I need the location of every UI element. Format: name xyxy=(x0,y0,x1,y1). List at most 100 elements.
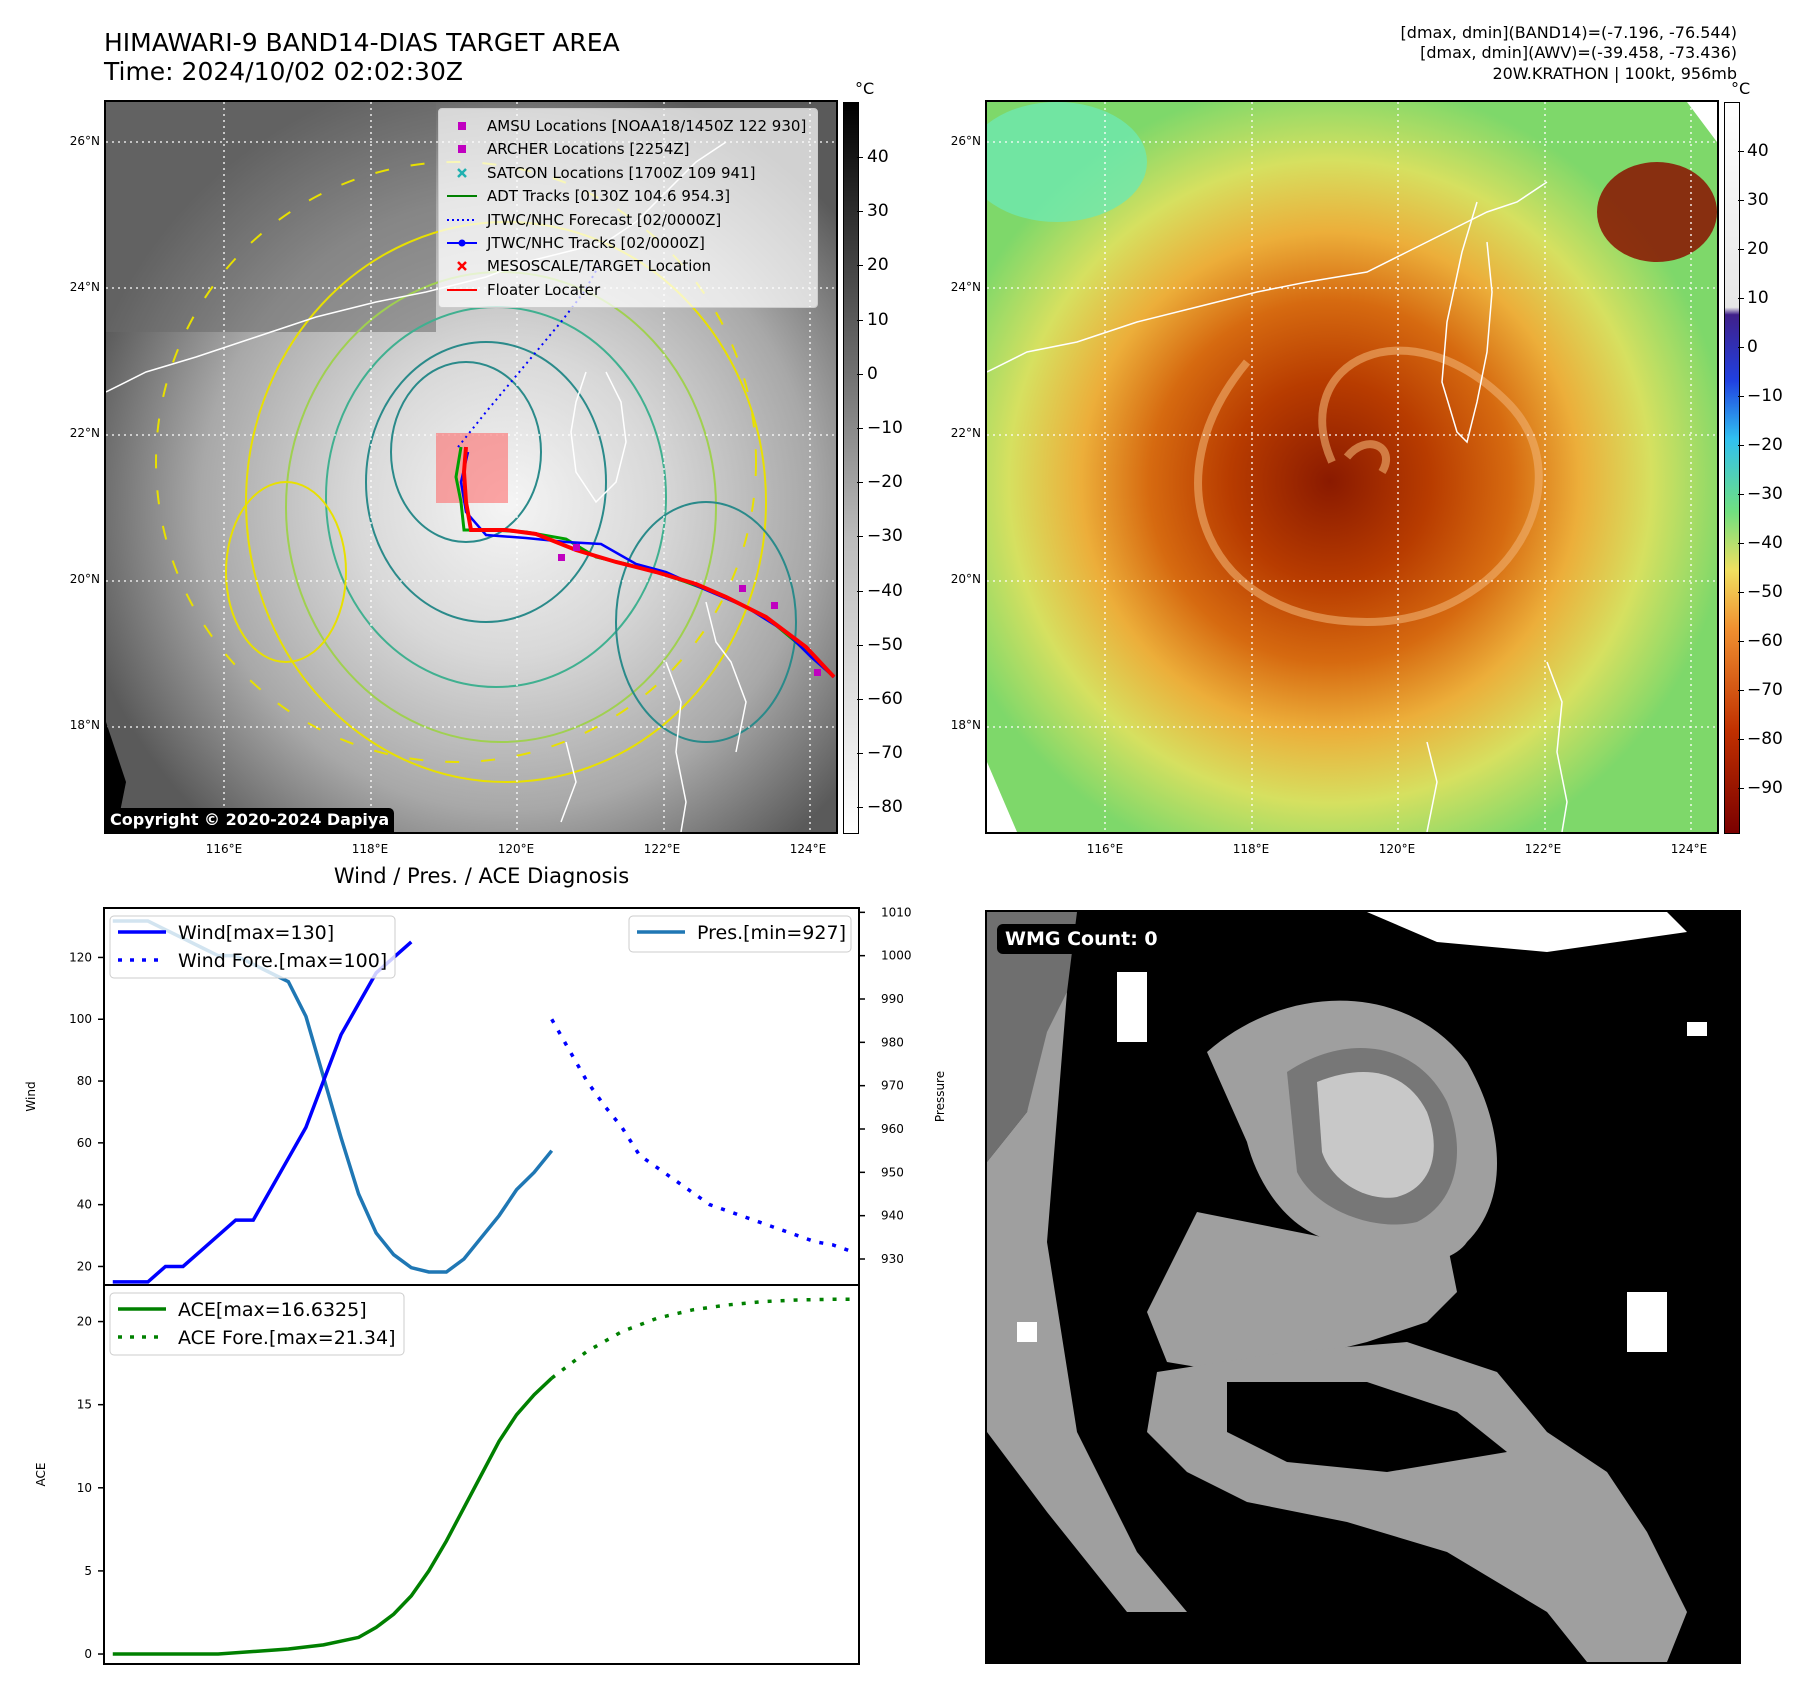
ace-tick-label: 20 xyxy=(77,1315,92,1329)
pressure-tick-label: 970 xyxy=(881,1079,904,1093)
ir-colorbar-tick-mark xyxy=(857,699,863,700)
ace-legend xyxy=(109,1292,405,1356)
copyright-label: Copyright © 2020-2024 Dapiya xyxy=(106,808,395,832)
awv-colorbar-tick: −80 xyxy=(1747,729,1783,749)
ace-tick-label: 15 xyxy=(77,1398,92,1412)
awv-map-image xyxy=(987,102,1717,832)
legend-entry: ARCHER Locations [2254Z] xyxy=(445,138,690,160)
awv-colorbar-tick-mark xyxy=(1738,347,1744,348)
page-title: HIMAWARI-9 BAND14-DIAS TARGET AREA xyxy=(104,28,620,57)
map-lon-label: 116°E xyxy=(1086,842,1124,856)
ir-colorbar-tick: −70 xyxy=(867,743,903,764)
pressure-tick-label: 950 xyxy=(881,1165,904,1179)
awv-colorbar-unit: °C xyxy=(1731,79,1751,98)
map-lat-label: 24°N xyxy=(69,280,100,294)
map-lat-label: 20°N xyxy=(69,572,100,586)
ace-frame xyxy=(103,1284,860,1665)
map-lat-label: 18°N xyxy=(69,718,100,732)
legend-marker-icon xyxy=(457,167,467,178)
wmg-image xyxy=(987,912,1739,1662)
legend-marker-icon xyxy=(458,122,466,130)
wind-tick-label: 100 xyxy=(69,1012,92,1026)
chart-legend-label: ACE Fore.[max=21.34] xyxy=(178,1327,396,1349)
ir-colorbar xyxy=(843,102,859,834)
legend-entry: AMSU Locations [NOAA18/1450Z 122 930] xyxy=(445,115,806,137)
wind-tick-label: 40 xyxy=(77,1198,92,1212)
legend-entry: Floater Locater xyxy=(445,279,600,301)
wind-line xyxy=(112,940,413,1284)
wmg-count-label: WMG Count: 0 xyxy=(997,924,1166,954)
legend-marker-icon xyxy=(447,218,477,221)
ir-colorbar-tick-mark xyxy=(857,157,863,158)
ir-colorbar-tick-mark xyxy=(857,319,863,321)
legend-entry-label: JTWC/NHC Tracks [02/0000Z] xyxy=(487,234,705,252)
ir-colorbar-tick: 20 xyxy=(867,255,889,276)
awv-map-panel xyxy=(985,100,1719,834)
pressure-tick-label: 1000 xyxy=(881,949,912,963)
ir-colorbar-tick: 40 xyxy=(867,147,889,167)
chart-legend-label: Wind Fore.[max=100] xyxy=(178,950,387,972)
map-lon-label: 116°E xyxy=(205,842,243,856)
wind-tick-label: 20 xyxy=(77,1259,92,1273)
awv-colorbar-tick-mark xyxy=(1738,543,1744,544)
legend-entry-label: ARCHER Locations [2254Z] xyxy=(487,140,690,159)
wind-axis-label: Wind xyxy=(24,1081,38,1111)
info-awv-range: [dmax, dmin](AWV)=(-39.458, -73.436) xyxy=(1420,43,1737,62)
ir-colorbar-tick: 10 xyxy=(867,309,889,330)
map-lat-label: 26°N xyxy=(950,134,981,148)
ir-colorbar-tick-mark xyxy=(857,482,863,484)
ir-colorbar-tick-mark xyxy=(857,753,863,755)
legend-entry: JTWC/NHC Tracks [02/0000Z] xyxy=(445,232,705,254)
awv-colorbar-tick: −70 xyxy=(1747,680,1783,700)
legend-marker-icon xyxy=(447,239,477,247)
awv-colorbar-tick: 10 xyxy=(1747,288,1769,308)
ace-forecast-line xyxy=(550,1297,851,1380)
ace-line xyxy=(112,1376,553,1656)
awv-colorbar-tick: 30 xyxy=(1747,190,1769,210)
wmg-panel: WMG Count: 0 xyxy=(985,910,1741,1664)
legend-entry: SATCON Locations [1700Z 109 941] xyxy=(445,162,755,184)
wind-forecast-line xyxy=(550,1018,851,1253)
pressure-tick-label: 940 xyxy=(881,1209,904,1223)
ir-colorbar-tick-mark xyxy=(857,211,863,213)
map-lon-label: 124°E xyxy=(789,842,827,856)
legend-entry-label: Floater Locater xyxy=(487,280,601,299)
ir-colorbar-tick: −30 xyxy=(867,526,903,547)
info-band14-range: [dmax, dmin](BAND14)=(-7.196, -76.544) xyxy=(1400,23,1737,42)
ir-colorbar-tick: 0 xyxy=(867,363,878,384)
chart-legend-label: Pres.[min=927] xyxy=(697,922,846,944)
map-lat-label: 22°N xyxy=(69,426,100,440)
awv-colorbar-tick: 20 xyxy=(1747,239,1769,259)
awv-colorbar xyxy=(1724,102,1740,834)
awv-colorbar-tick-mark xyxy=(1738,494,1744,495)
pressure-tick-label: 930 xyxy=(881,1252,904,1266)
legend-marker-icon xyxy=(447,195,477,198)
ace-tick-label: 5 xyxy=(84,1564,92,1578)
awv-colorbar-tick-mark xyxy=(1738,396,1744,397)
pressure-tick-label: 990 xyxy=(881,992,904,1006)
map-lon-label: 118°E xyxy=(1232,842,1270,856)
awv-colorbar-tick: 0 xyxy=(1747,337,1758,357)
awv-colorbar-tick: −10 xyxy=(1747,386,1783,406)
ace-axis-label: ACE xyxy=(34,1463,48,1487)
ir-map-panel: AMSU Locations [NOAA18/1450Z 122 930] ARC… xyxy=(104,100,838,834)
ir-colorbar-tick: −10 xyxy=(867,418,903,438)
map-lon-label: 122°E xyxy=(643,842,681,856)
awv-colorbar-tick-mark xyxy=(1738,592,1744,593)
legend-entry-label: ADT Tracks [0130Z 104.6 954.3] xyxy=(487,187,731,206)
ir-colorbar-tick: −80 xyxy=(867,797,903,818)
info-storm: 20W.KRATHON | 100kt, 956mb xyxy=(1492,64,1737,83)
legend-entry-label: AMSU Locations [NOAA18/1450Z 122 930] xyxy=(487,117,807,135)
ace-tick-label: 0 xyxy=(84,1647,92,1661)
awv-colorbar-tick: −90 xyxy=(1747,778,1783,798)
wind-tick-label: 80 xyxy=(77,1074,92,1088)
map-lat-label: 26°N xyxy=(69,134,100,148)
awv-colorbar-tick: −20 xyxy=(1747,435,1783,455)
awv-colorbar-tick-mark xyxy=(1738,445,1744,446)
pressure-tick-label: 960 xyxy=(881,1122,904,1136)
chart-legend-label: Wind[max=130] xyxy=(178,922,334,944)
map-lon-label: 120°E xyxy=(1378,842,1416,856)
ir-colorbar-tick-mark xyxy=(857,590,863,592)
awv-colorbar-tick-mark xyxy=(1738,298,1744,299)
ir-colorbar-tick: −60 xyxy=(867,689,903,709)
